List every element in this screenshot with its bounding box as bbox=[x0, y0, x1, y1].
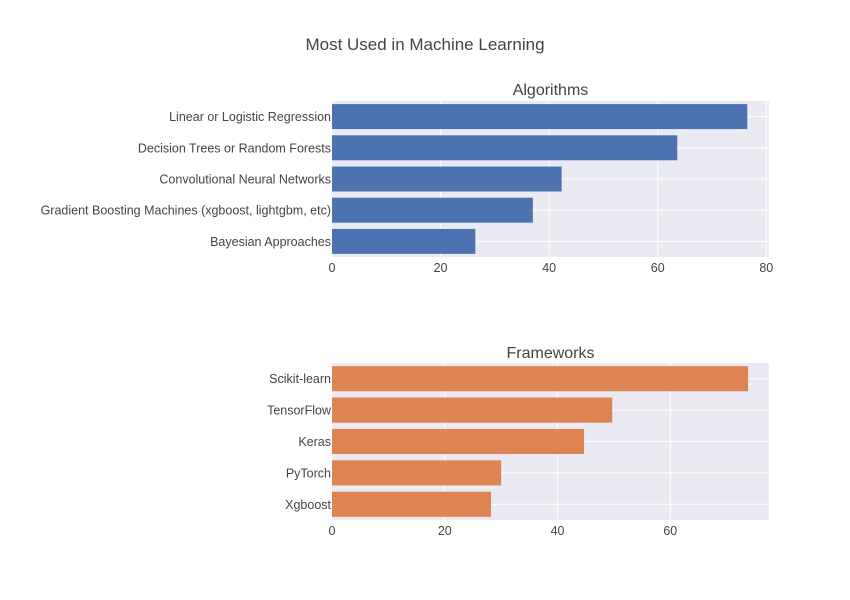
algorithms-x-tick-label: 40 bbox=[542, 261, 556, 275]
frameworks-category-label: PyTorch bbox=[286, 466, 331, 480]
algorithms-x-tick-label: 80 bbox=[759, 261, 773, 275]
frameworks-x-tick-label: 40 bbox=[551, 524, 565, 538]
algorithms-category-label: Decision Trees or Random Forests bbox=[138, 141, 331, 155]
algorithms-bar bbox=[332, 197, 533, 223]
frameworks-bar bbox=[332, 428, 585, 455]
frameworks-title: Frameworks bbox=[506, 345, 594, 362]
frameworks-bar bbox=[332, 397, 613, 423]
algorithms-bar bbox=[332, 166, 562, 192]
algorithms-title: Algorithms bbox=[513, 82, 589, 99]
frameworks-x-tick-label: 0 bbox=[329, 524, 336, 538]
frameworks-x-tick-label: 20 bbox=[438, 524, 452, 538]
algorithms-category-label: Bayesian Approaches bbox=[210, 235, 331, 249]
figure-title: Most Used in Machine Learning bbox=[305, 35, 544, 54]
frameworks-category-label: TensorFlow bbox=[267, 404, 332, 418]
frameworks-x-tick-label: 60 bbox=[663, 524, 677, 538]
frameworks-panel: Scikit-learn TensorFlow Keras PyTorch Xgboos… bbox=[267, 345, 769, 538]
algorithms-panel: Linear or Logistic Regression Decision Tr… bbox=[41, 82, 774, 275]
algorithms-category-label: Convolutional Neural Networks bbox=[159, 173, 331, 187]
frameworks-category-label: Xgboost bbox=[285, 498, 331, 512]
frameworks-category-label: Scikit-learn bbox=[269, 372, 331, 386]
algorithms-bar bbox=[332, 228, 476, 254]
algorithms-x-tick-label: 0 bbox=[329, 261, 336, 275]
frameworks-bar bbox=[332, 460, 502, 486]
algorithms-x-tick-label: 20 bbox=[434, 261, 448, 275]
frameworks-category-label: Keras bbox=[298, 435, 331, 449]
algorithms-category-label: Linear or Logistic Regression bbox=[169, 110, 331, 124]
algorithms-category-label: Gradient Boosting Machines (xgboost, lig… bbox=[41, 204, 331, 218]
algorithms-x-tick-label: 60 bbox=[651, 261, 665, 275]
frameworks-bar bbox=[332, 366, 749, 392]
frameworks-bar bbox=[332, 491, 492, 517]
algorithms-bar bbox=[332, 104, 748, 130]
algorithms-bar bbox=[332, 135, 678, 161]
